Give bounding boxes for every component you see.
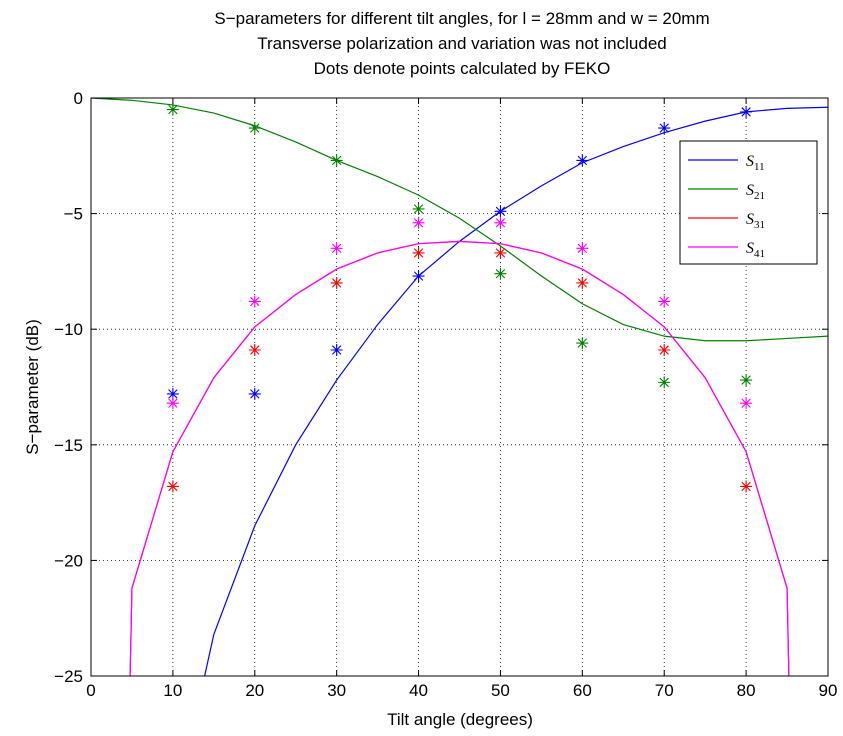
series-line-s21 xyxy=(91,98,828,342)
data-point-marker xyxy=(740,105,753,118)
x-tick-label: 80 xyxy=(737,681,756,700)
legend-box xyxy=(679,140,818,265)
y-tick-labels: −25 −20 −15 −10 −5 0 xyxy=(54,89,83,686)
data-point-marker xyxy=(576,154,589,167)
series-points xyxy=(166,103,753,493)
data-point-marker xyxy=(248,295,261,308)
legend-label: S31 xyxy=(746,211,765,231)
x-tick-label: 50 xyxy=(491,681,510,700)
grid-lines xyxy=(91,98,828,676)
data-point-marker xyxy=(576,337,589,350)
data-point-marker xyxy=(494,246,507,259)
data-point-marker xyxy=(740,374,753,387)
data-point-marker xyxy=(248,122,261,135)
data-point-marker xyxy=(494,267,507,280)
data-point-marker xyxy=(658,122,671,135)
series-points-s41 xyxy=(166,216,753,410)
data-point-marker xyxy=(166,103,179,116)
axis-ticks xyxy=(90,97,829,677)
data-point-marker xyxy=(330,276,343,289)
data-point-marker xyxy=(412,270,425,283)
legend-item-s41: S41 xyxy=(688,240,765,260)
data-point-marker xyxy=(494,216,507,229)
data-point-marker xyxy=(166,397,179,410)
chart-title-line-2: Transverse polarization and variation wa… xyxy=(257,34,667,53)
data-point-marker xyxy=(330,344,343,357)
data-point-marker xyxy=(330,154,343,167)
series-points-s11 xyxy=(166,105,753,400)
legend-item-s21: S21 xyxy=(688,182,765,202)
data-point-marker xyxy=(248,387,261,400)
x-tick-label: 30 xyxy=(327,681,346,700)
series-line-s41 xyxy=(129,240,790,676)
data-point-marker xyxy=(576,276,589,289)
y-tick-label: −5 xyxy=(64,205,83,224)
legend-item-s11: S11 xyxy=(688,153,765,173)
x-tick-label: 70 xyxy=(655,681,674,700)
y-tick-label: −25 xyxy=(54,667,83,686)
x-tick-label: 10 xyxy=(163,681,182,700)
y-tick-label: −10 xyxy=(54,320,83,339)
x-tick-label: 0 xyxy=(86,681,95,700)
data-point-marker xyxy=(166,387,179,400)
legend-label: S21 xyxy=(746,182,765,202)
chart-title-line-1: S−parameters for different tilt angles, … xyxy=(214,9,709,28)
y-axis-label: S−parameter (dB) xyxy=(23,319,42,455)
x-tick-label: 90 xyxy=(819,681,838,700)
data-point-marker xyxy=(658,295,671,308)
y-tick-label: −15 xyxy=(54,436,83,455)
data-point-marker xyxy=(576,242,589,255)
legend: S11 S21 S31 S41 xyxy=(679,140,818,265)
data-point-marker xyxy=(248,344,261,357)
legend-item-s31: S31 xyxy=(688,211,765,231)
x-tick-label: 60 xyxy=(573,681,592,700)
data-point-marker xyxy=(740,480,753,493)
series-points-s21 xyxy=(166,103,753,389)
legend-label: S11 xyxy=(746,153,765,173)
x-axis-label: Tilt angle (degrees) xyxy=(387,710,533,729)
y-tick-label: 0 xyxy=(74,89,83,108)
series-points-s31 xyxy=(166,246,753,493)
data-point-marker xyxy=(166,480,179,493)
data-point-marker xyxy=(494,205,507,218)
data-point-marker xyxy=(412,216,425,229)
x-tick-label: 40 xyxy=(409,681,428,700)
plot-frame xyxy=(90,97,829,677)
x-tick-label: 20 xyxy=(245,681,264,700)
legend-label: S41 xyxy=(746,240,765,260)
data-point-marker xyxy=(658,344,671,357)
y-tick-label: −20 xyxy=(54,551,83,570)
x-tick-labels: 0 10 20 30 40 50 60 70 80 90 xyxy=(86,681,837,700)
data-point-marker xyxy=(412,246,425,259)
data-point-marker xyxy=(740,397,753,410)
data-point-marker xyxy=(412,202,425,215)
chart-title-line-3: Dots denote points calculated by FEKO xyxy=(314,59,611,78)
data-point-marker xyxy=(658,376,671,389)
data-point-marker xyxy=(330,242,343,255)
